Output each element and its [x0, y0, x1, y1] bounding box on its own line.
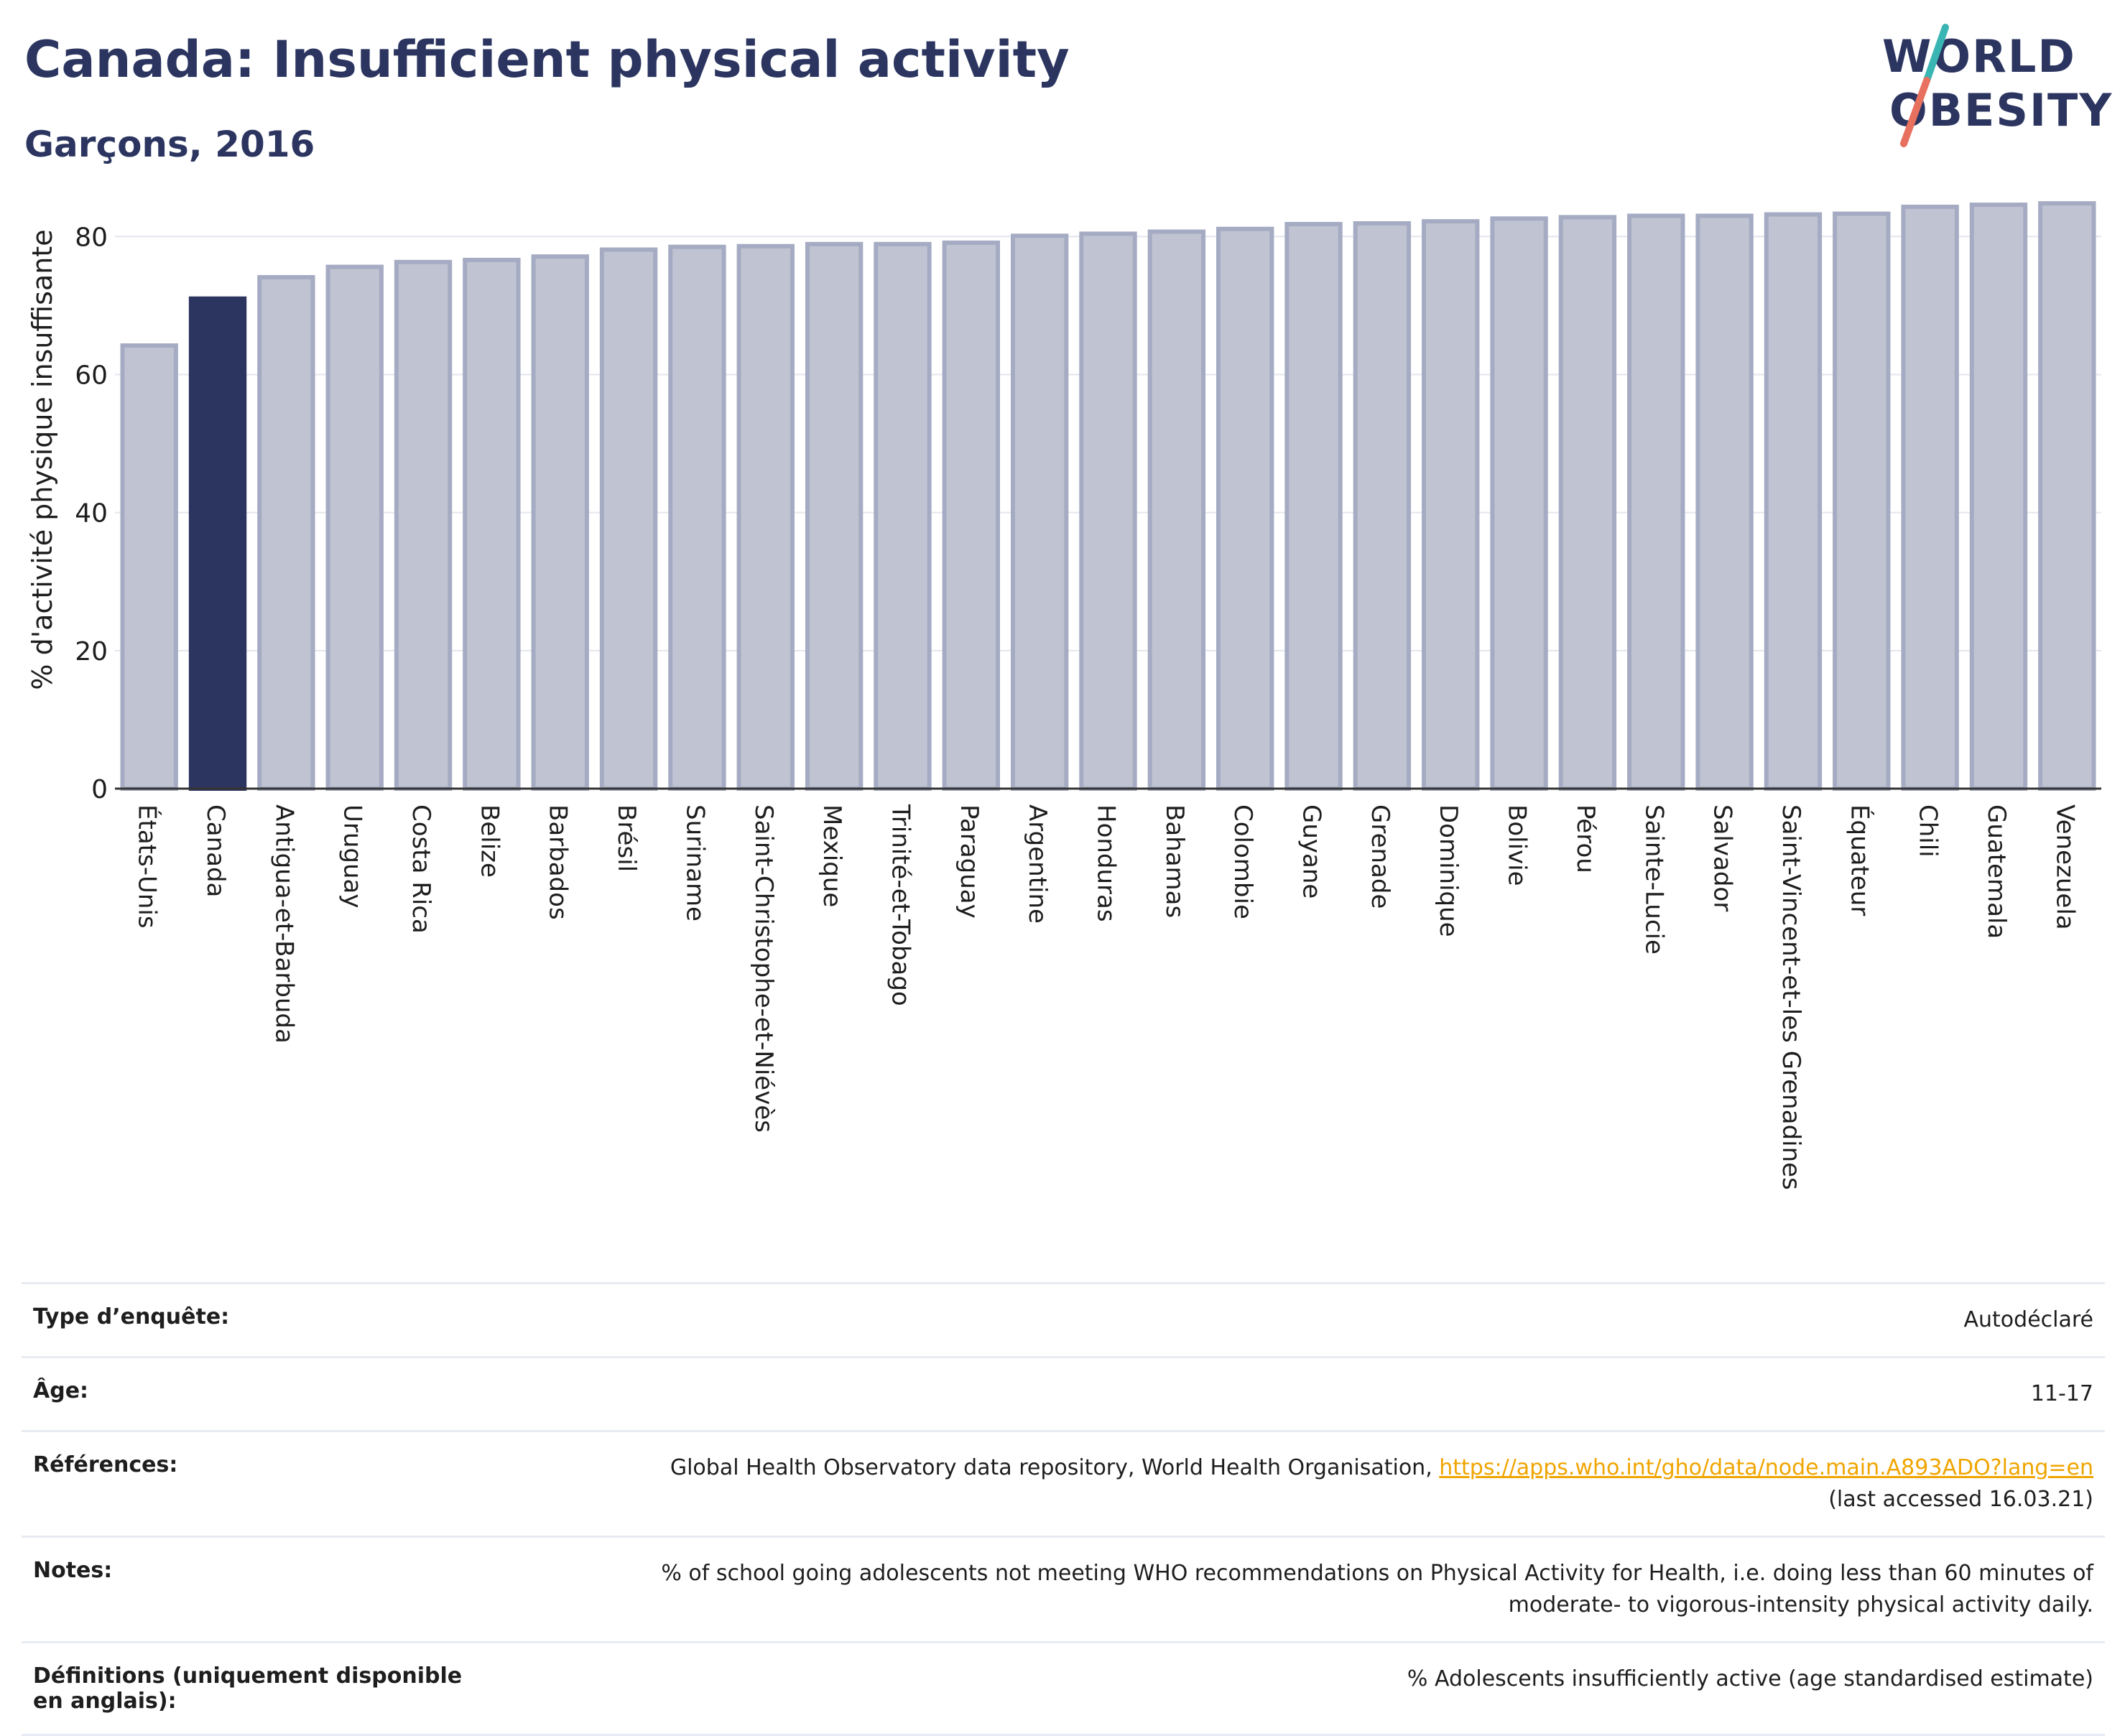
bar-trinit-et-tobago — [874, 241, 932, 791]
info-value: 11-17 — [2030, 1381, 2093, 1406]
bar--quateur — [1833, 211, 1891, 791]
x-tick-label: Venezuela — [2050, 804, 2079, 930]
x-tick-label: Paraguay — [955, 804, 983, 919]
bar-costa-rica — [394, 259, 453, 791]
x-tick-label: Costa Rica — [407, 804, 435, 934]
x-tick-label: Grenade — [1366, 804, 1394, 909]
x-tick-label: Chili — [1914, 804, 1943, 858]
y-tick-label: 0 — [91, 775, 108, 804]
x-tick-label: États-Unis — [133, 804, 162, 929]
bar-suriname — [668, 244, 726, 791]
bar-colombie — [1216, 226, 1274, 791]
reference-accessed: (last accessed 16.03.21) — [1828, 1487, 2093, 1512]
info-table: Type d’enquête: Autodéclaré Âge: 11-17 R… — [22, 1282, 2105, 1736]
bar-salvador — [1695, 213, 1754, 791]
info-row-age: Âge: 11-17 — [22, 1356, 2105, 1430]
bar-p-rou — [1558, 215, 1617, 791]
info-label: Références: — [33, 1452, 178, 1477]
bar-guatemala — [1969, 203, 2028, 791]
x-tick-label: Barbados — [544, 804, 573, 920]
bar-sainte-lucie — [1627, 213, 1685, 791]
x-tick-label: Canada — [201, 804, 230, 897]
x-tick-labels: États-Unis Canada Antigua-et-Barbuda Urugua… — [133, 804, 2080, 1190]
x-tick-label: Saint-Christophe-et-Niévès — [749, 804, 778, 1133]
logo-slash-coral — [1900, 77, 1930, 147]
x-tick-label: Sainte-Lucie — [1639, 804, 1668, 955]
bar-br-sil — [599, 247, 658, 791]
y-axis-label: % d'activité physique insuffisante — [27, 229, 58, 690]
x-tick-label: Bolivie — [1503, 804, 1532, 886]
info-label: Définitions (uniquement disponible en an… — [33, 1663, 463, 1714]
logo-text-obesity: OBESITY — [1889, 84, 2112, 136]
x-tick-label: Trinité-et-Tobago — [886, 804, 915, 1006]
notes-line-2: moderate- to vigorous-intensity physical… — [1508, 1592, 2093, 1617]
x-tick-label: Salvador — [1708, 804, 1737, 911]
reference-text: Global Health Observatory data repositor… — [670, 1455, 1440, 1480]
x-tick-label: Bahamas — [1160, 804, 1189, 918]
bar-saint-christophe-et-ni-v-s — [736, 243, 795, 792]
x-tick-label: Honduras — [1092, 804, 1121, 922]
bar-honduras — [1079, 231, 1137, 791]
bar-barbados — [531, 254, 589, 791]
x-tick-label: Guatemala — [1982, 804, 2011, 939]
y-tick-labels: 0 20 40 60 80 — [75, 223, 108, 804]
bar-bolivie — [1490, 216, 1548, 791]
x-tick-label: Guyane — [1297, 804, 1326, 899]
bar-paraguay — [942, 240, 1000, 791]
x-tick-label: Colombie — [1228, 804, 1257, 919]
world-obesity-logo: WORLD OBESITY — [1882, 24, 2112, 147]
bar-chili — [1901, 204, 1959, 791]
page-subtitle: Garçons, 2016 — [24, 124, 315, 165]
info-value: % of school going adolescents not meetin… — [536, 1558, 2093, 1621]
logo-slash-teal — [1923, 24, 1949, 84]
x-tick-label: Dominique — [1434, 804, 1463, 937]
bars — [120, 201, 2096, 792]
info-value: Global Health Observatory data repositor… — [536, 1452, 2093, 1515]
bar-bahamas — [1147, 229, 1206, 792]
bar-argentine — [1010, 233, 1069, 791]
bar-uruguay — [325, 264, 384, 792]
y-tick-label: 40 — [75, 499, 108, 529]
bar-guyane — [1284, 221, 1343, 791]
bar-dominique — [1422, 219, 1480, 791]
info-row-references: Références: Global Health Observatory da… — [22, 1430, 2105, 1536]
x-tick-label: Suriname — [680, 804, 709, 922]
bar-venezuela — [2038, 201, 2096, 791]
x-tick-label: Saint-Vincent-et-les Grenadines — [1777, 804, 1805, 1190]
y-tick-label: 60 — [75, 361, 108, 390]
x-tick-label: Mexique — [818, 804, 846, 907]
x-tick-label: Équateur — [1845, 804, 1874, 916]
x-tick-label: Pérou — [1571, 804, 1600, 873]
bar-saint-vincent-et-les-grenadines — [1764, 212, 1823, 791]
info-value: % Adolescents insufficiently active (age… — [1407, 1666, 2093, 1691]
reference-link[interactable]: https://apps.who.int/gho/data/node.main.… — [1439, 1455, 2093, 1480]
y-tick-label: 80 — [75, 223, 108, 252]
x-tick-label: Brésil — [612, 804, 641, 872]
bar-mexique — [805, 241, 864, 791]
bar-belize — [463, 257, 521, 792]
bar-canada — [188, 296, 247, 791]
notes-line-1: % of school going adolescents not meetin… — [661, 1561, 2093, 1586]
x-tick-label: Belize — [475, 804, 504, 878]
info-row-survey-type: Type d’enquête: Autodéclaré — [22, 1282, 2105, 1356]
page-title: Canada: Insufficient physical activity — [24, 30, 1070, 89]
info-row-notes: Notes: % of school going adolescents not… — [22, 1536, 2105, 1641]
info-label: Notes: — [33, 1558, 113, 1583]
x-tick-label: Argentine — [1023, 804, 1052, 924]
x-tick-label: Antigua-et-Barbuda — [269, 804, 298, 1044]
info-value: Autodéclaré — [1963, 1307, 2094, 1332]
x-tick-label: Uruguay — [338, 804, 367, 909]
bar-chart: 0 20 40 60 80 États-Unis Canada Antigua-et-Bar… — [27, 201, 2101, 1190]
bar--tats-unis — [120, 343, 178, 791]
bar-antigua-et-barbuda — [257, 274, 315, 791]
info-row-definitions: Définitions (uniquement disponible en an… — [22, 1641, 2105, 1736]
info-label: Type d’enquête: — [33, 1304, 230, 1329]
info-label: Âge: — [33, 1378, 89, 1403]
logo-text-world: WORLD — [1882, 30, 2076, 83]
bar-grenade — [1353, 221, 1412, 791]
y-tick-label: 20 — [75, 637, 108, 667]
